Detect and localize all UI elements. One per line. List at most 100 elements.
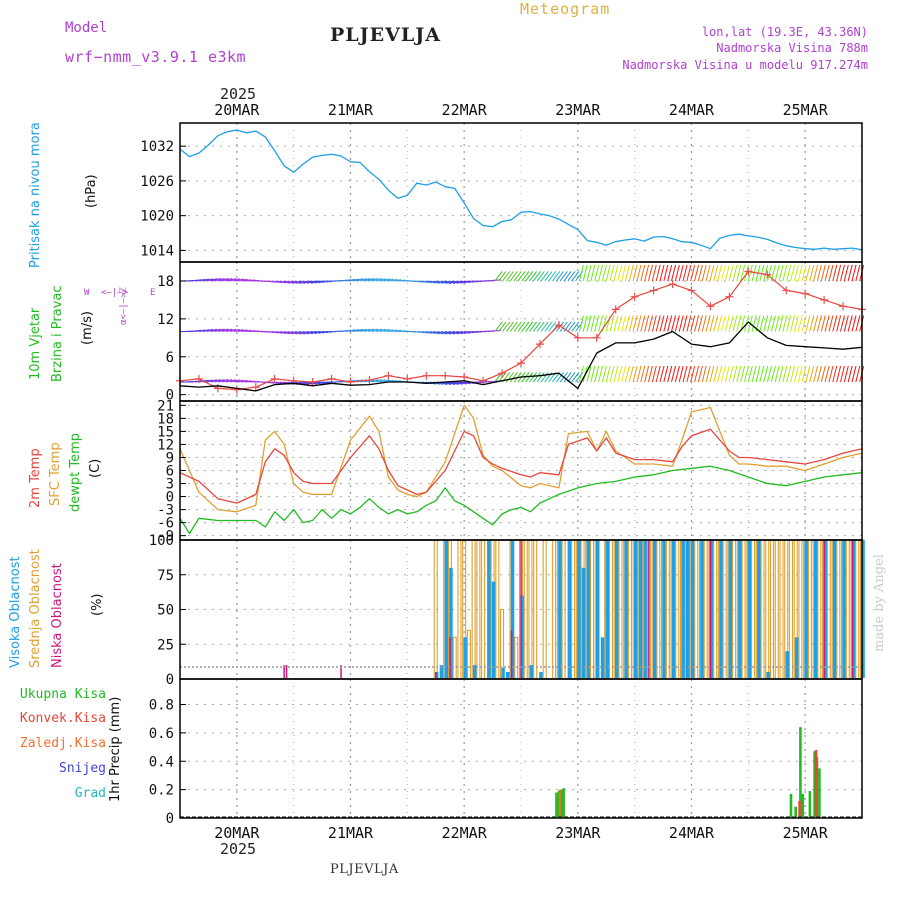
wind-barb — [594, 315, 600, 332]
wind-barb — [494, 271, 503, 282]
wind-barb — [847, 365, 853, 383]
wind-barb — [816, 264, 822, 282]
wind-barb — [287, 280, 298, 284]
wind-barb — [713, 315, 719, 332]
wind-barb — [628, 315, 634, 332]
wind-barb — [437, 280, 448, 284]
wind-barb — [525, 372, 534, 383]
wind-barb — [206, 328, 218, 332]
wind-barb — [594, 264, 600, 282]
wind-barb — [843, 365, 849, 383]
wind-barb — [218, 328, 229, 332]
wind-barb — [755, 365, 761, 383]
low-cloud-bar — [520, 540, 522, 678]
wind-barb — [839, 315, 845, 332]
wind-barb — [632, 264, 638, 282]
wind-barb — [199, 329, 210, 332]
wind-barb — [621, 315, 627, 332]
y-tick-label: -6 — [157, 516, 174, 532]
wind-barb — [222, 379, 233, 383]
panel-frames — [179, 122, 863, 819]
high-cloud-bar — [435, 672, 439, 678]
wind-barb — [836, 264, 842, 282]
mid-cloud-bar — [694, 539, 699, 678]
wind-barb — [690, 264, 696, 282]
wind-barb — [828, 315, 834, 332]
wind-barb — [747, 264, 753, 282]
wind-barb — [690, 365, 696, 383]
wind-barb — [836, 365, 842, 383]
wind-barb — [460, 331, 471, 334]
model-name: wrf−nmm_v3.9.1 e3km — [65, 48, 247, 66]
wind-barb — [521, 271, 530, 282]
wind-barb — [763, 264, 769, 282]
wind-barb — [509, 271, 518, 282]
wind-barb — [713, 365, 719, 383]
wind-barb — [444, 280, 456, 284]
wind-barb — [306, 381, 317, 385]
high-cloud-bar — [671, 540, 676, 678]
wind-barb — [824, 264, 830, 282]
wind-barb — [836, 315, 842, 332]
wind-barb — [636, 365, 642, 383]
wind-barb — [291, 331, 302, 335]
high-cloud-bar — [472, 665, 477, 678]
wind-barb — [847, 315, 853, 332]
wind-barb — [751, 365, 757, 383]
wind-barb — [452, 280, 463, 284]
mid-cloud-bar — [433, 539, 438, 678]
wind-barb — [644, 264, 650, 282]
mid-cloud-bar — [817, 539, 822, 678]
y-tick-label: 12 — [157, 437, 174, 453]
wind-barb — [295, 331, 306, 335]
high-cloud-bar — [487, 540, 491, 678]
y-tick-label: 0.6 — [149, 726, 174, 742]
conv-precip-bar — [798, 801, 801, 817]
wind-barb — [832, 264, 838, 282]
wind-barb — [368, 328, 379, 332]
wind-barb — [502, 271, 511, 282]
wind-barb — [640, 315, 646, 332]
wind-barb — [759, 264, 765, 282]
mid-cloud-bar — [457, 539, 462, 678]
wind-barb — [578, 365, 584, 383]
wind-barb — [651, 315, 657, 332]
wind-gust-marker — [573, 333, 582, 342]
wind-barb — [559, 271, 568, 282]
low-cloud-bar — [340, 665, 342, 678]
wind-barb — [552, 271, 561, 282]
wind-barb — [502, 321, 511, 332]
y-tick-label: -9 — [157, 529, 174, 545]
wind-barb — [709, 365, 715, 383]
mid-cloud-bar — [807, 539, 812, 678]
high-cloud-bar — [491, 581, 496, 678]
wind-barb — [813, 315, 819, 332]
wind-gust-marker — [763, 270, 772, 279]
y-tick-label: 50 — [157, 603, 174, 619]
wind-barb — [456, 331, 467, 334]
wind-gust-marker — [251, 383, 260, 392]
high-cloud-bar — [439, 665, 444, 678]
wind-barb — [855, 264, 861, 282]
wind-barb — [509, 321, 518, 332]
wind-gust-marker — [327, 374, 336, 383]
wind-barb — [671, 264, 676, 282]
wind-barb — [774, 264, 780, 282]
wind-barb — [225, 379, 237, 383]
low-cloud-bar — [435, 672, 437, 678]
wind-barb — [705, 365, 711, 383]
y-tick-label: 1026 — [140, 174, 174, 190]
wind-barb — [383, 278, 394, 282]
wind-barb — [582, 315, 588, 332]
mid-cloud-bar — [798, 539, 803, 678]
high-cloud-bar — [449, 567, 453, 678]
wind-barb — [671, 365, 676, 383]
wind-barb — [222, 328, 233, 332]
high-cloud-bar — [690, 540, 695, 678]
wind-barb — [586, 315, 592, 332]
wind-barb — [770, 365, 776, 383]
high-cloud-bar — [700, 540, 704, 678]
precip-legend-frozen: Zaledj.Kisa — [19, 736, 106, 751]
wind-barb — [813, 264, 819, 282]
mid-cloud-bar — [466, 629, 471, 678]
